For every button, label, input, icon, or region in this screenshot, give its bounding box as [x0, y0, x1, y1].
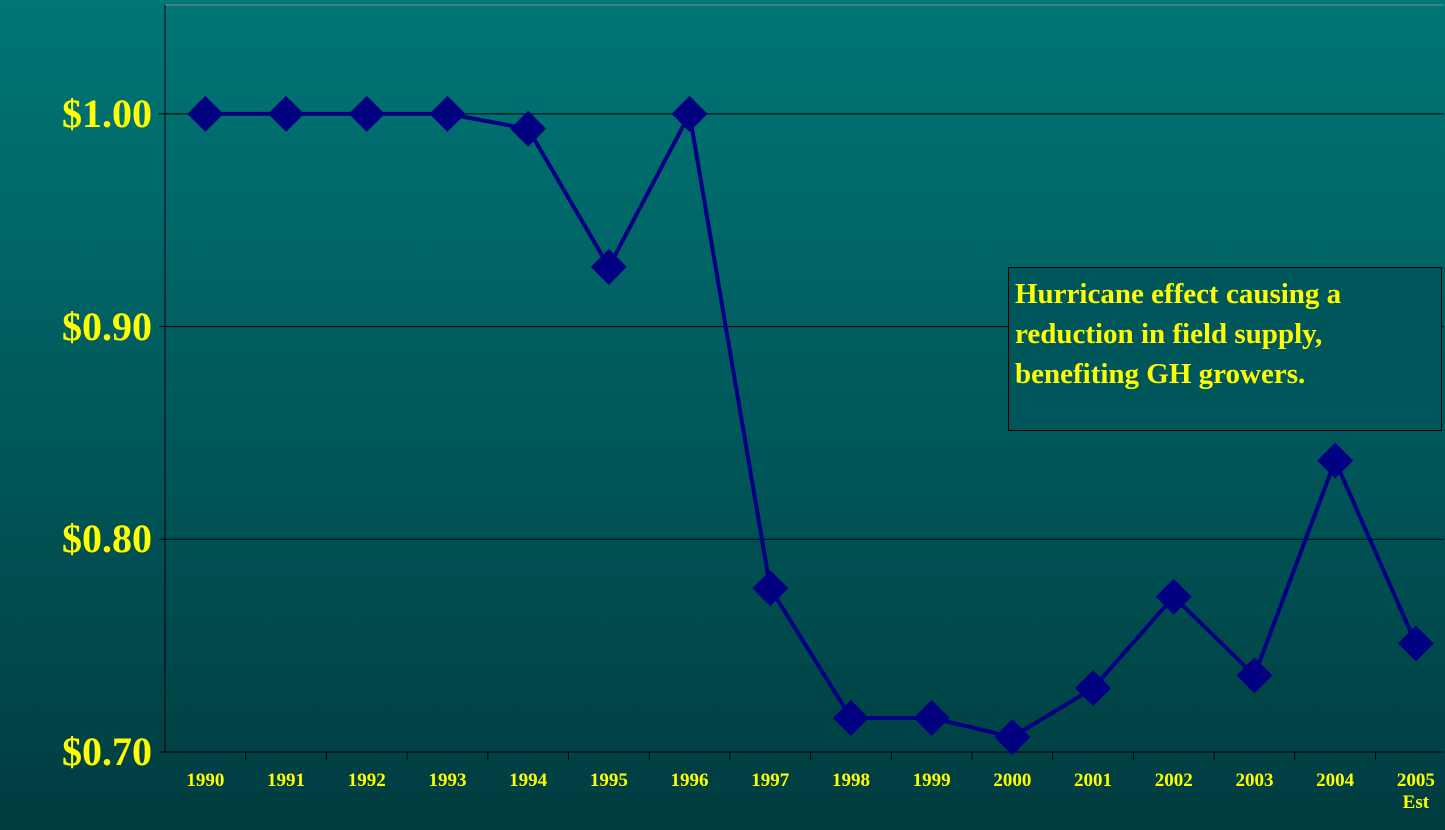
x-tick-label: 2001	[1074, 770, 1113, 791]
marker	[832, 699, 869, 736]
marker	[1397, 625, 1434, 662]
x-tick-label: 2002	[1154, 770, 1193, 791]
x-tick-label: 2000	[993, 770, 1032, 791]
marker	[1075, 670, 1112, 707]
x-tick-label: 2005 Est	[1396, 770, 1435, 813]
marker	[510, 110, 547, 147]
x-tick-label: 1995	[589, 770, 628, 791]
x-tick-label: 1996	[670, 770, 709, 791]
marker	[187, 95, 224, 132]
x-tick-label: 1998	[831, 770, 870, 791]
x-tick-label: 2004	[1316, 770, 1355, 791]
marker	[913, 699, 950, 736]
marker	[1236, 657, 1273, 694]
x-tick-label: 1999	[912, 770, 951, 791]
x-tick-label: 1992	[347, 770, 386, 791]
x-tick-label: 1991	[267, 770, 306, 791]
x-tick-label: 1997	[751, 770, 790, 791]
marker	[1317, 442, 1354, 479]
marker	[429, 95, 466, 132]
marker	[268, 95, 305, 132]
marker	[590, 249, 627, 286]
marker	[752, 570, 789, 607]
y-tick-label: $0.90	[62, 303, 152, 349]
x-tick-label: 2003	[1235, 770, 1274, 791]
x-tick-label: 1993	[428, 770, 467, 791]
annotation: Hurricane effect causing a reduction in …	[1008, 267, 1442, 431]
y-tick-label: $0.70	[62, 729, 152, 774]
marker	[1155, 578, 1192, 615]
x-tick-label: 1994	[509, 770, 548, 791]
y-tick-label: $1.00	[62, 90, 152, 136]
x-tick-label: 1990	[186, 770, 225, 791]
y-tick-label: $0.80	[62, 516, 152, 562]
marker	[994, 719, 1031, 756]
line	[205, 107, 1418, 740]
marker	[671, 95, 708, 132]
marker	[348, 95, 385, 132]
